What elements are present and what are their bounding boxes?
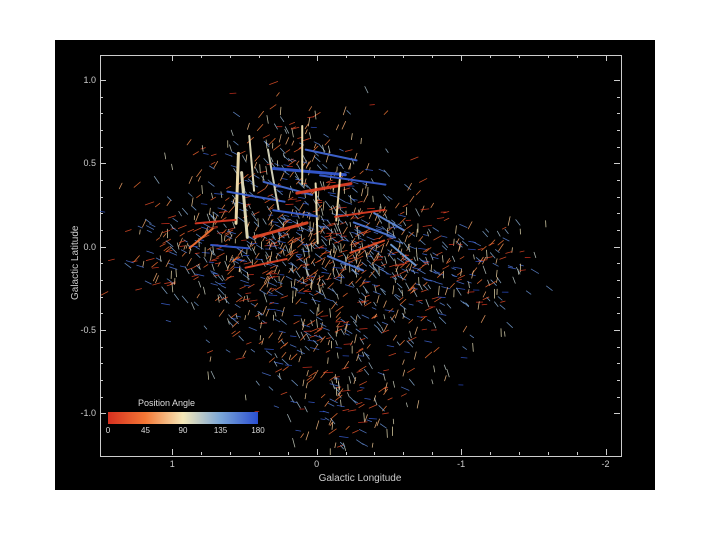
filament-scatter	[100, 55, 620, 455]
legend-tick: 0	[106, 426, 110, 435]
y-axis-label: Galactic Latitude	[70, 226, 81, 301]
tick-label: -1	[457, 459, 465, 469]
tick-label: 0.0	[83, 242, 96, 252]
tick-label: 1	[170, 459, 175, 469]
tick-label: -0.5	[80, 325, 96, 335]
legend-tick: 90	[179, 426, 188, 435]
legend-tick: 135	[214, 426, 227, 435]
tick-label: 0	[314, 459, 319, 469]
colorbar-legend: Position Angle 04590135180	[108, 398, 258, 438]
x-axis-label: Galactic Longitude	[319, 473, 402, 484]
legend-gradient-bar	[108, 412, 258, 424]
tick-label: -2	[602, 459, 610, 469]
legend-title: Position Angle	[138, 398, 195, 408]
tick-label: 1.0	[83, 75, 96, 85]
tick-label: -1.0	[80, 408, 96, 418]
legend-tick: 180	[251, 426, 264, 435]
legend-tick: 45	[141, 426, 150, 435]
tick-label: 0.5	[83, 158, 96, 168]
